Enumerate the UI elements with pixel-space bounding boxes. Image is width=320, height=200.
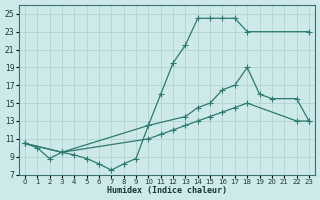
X-axis label: Humidex (Indice chaleur): Humidex (Indice chaleur)	[107, 186, 227, 195]
